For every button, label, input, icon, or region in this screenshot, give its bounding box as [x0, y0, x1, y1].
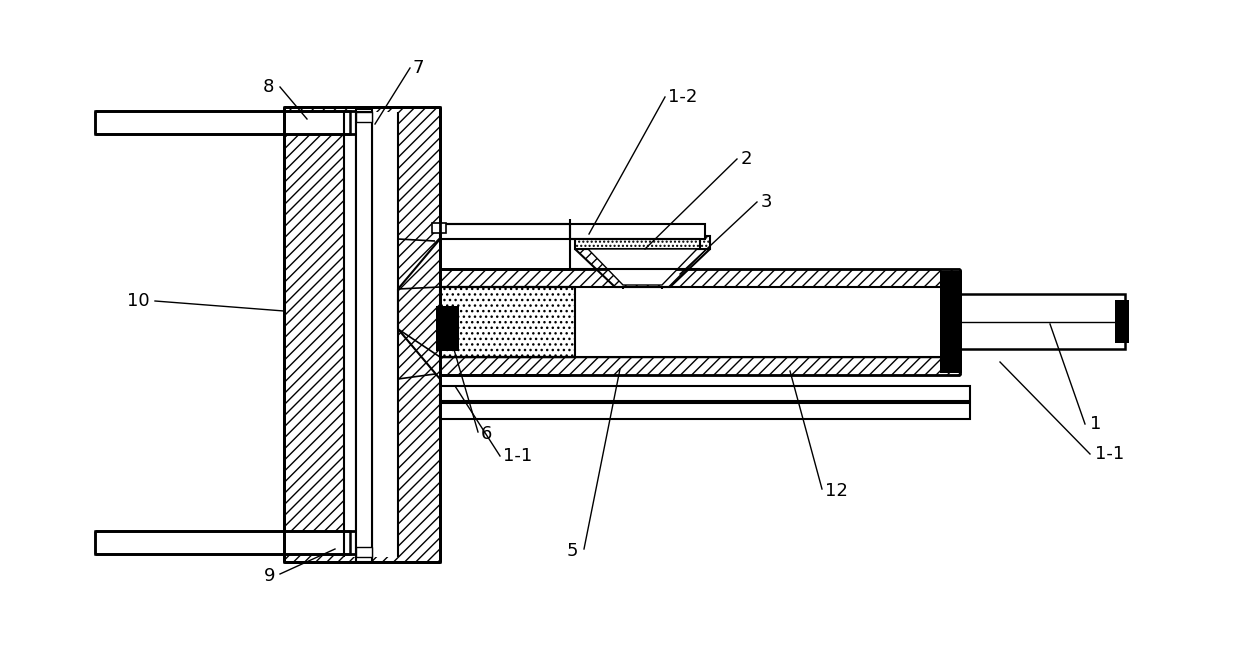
Text: 3: 3	[761, 193, 773, 211]
Text: 7: 7	[413, 59, 424, 77]
Bar	[440, 269, 960, 287]
Bar	[1115, 300, 1128, 343]
Text: 5: 5	[567, 542, 578, 560]
Bar	[356, 112, 372, 562]
Bar	[343, 112, 398, 557]
Bar	[440, 386, 970, 401]
Polygon shape	[588, 249, 697, 285]
Text: 1-1: 1-1	[1095, 445, 1125, 463]
Text: 1: 1	[1090, 415, 1101, 433]
Bar	[356, 547, 372, 557]
Bar	[356, 112, 372, 122]
Text: 8: 8	[263, 78, 274, 96]
Bar	[440, 287, 575, 357]
Bar	[940, 271, 962, 373]
Bar	[95, 111, 350, 134]
Bar	[284, 107, 440, 562]
Bar	[95, 531, 350, 554]
Bar	[436, 306, 459, 351]
Bar	[960, 294, 1125, 349]
Text: 2: 2	[742, 150, 753, 168]
Bar	[432, 223, 446, 233]
Bar	[440, 357, 960, 375]
Bar	[575, 236, 711, 249]
Text: 1-1: 1-1	[503, 447, 532, 465]
Text: 6: 6	[481, 425, 492, 443]
Text: 9: 9	[263, 567, 275, 585]
Bar	[440, 224, 706, 239]
Text: 10: 10	[128, 292, 150, 310]
Text: 12: 12	[825, 482, 848, 500]
Text: 1-2: 1-2	[668, 88, 697, 106]
Bar	[440, 287, 960, 357]
Bar	[440, 403, 970, 419]
Polygon shape	[575, 249, 711, 287]
Bar	[356, 109, 372, 560]
